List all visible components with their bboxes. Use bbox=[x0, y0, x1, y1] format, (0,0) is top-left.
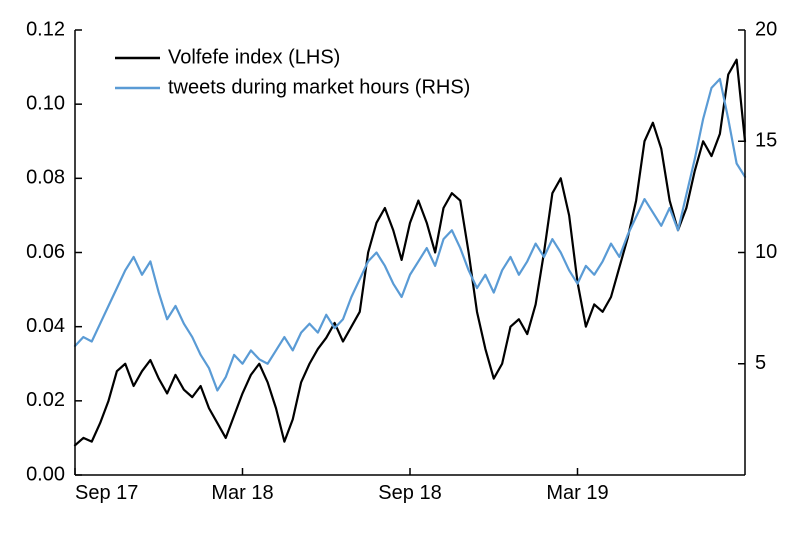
tick-label-bottom: Mar 19 bbox=[546, 482, 608, 504]
tick-label-left: 0.08 bbox=[26, 167, 65, 189]
tick-label-left: 0.12 bbox=[26, 18, 65, 40]
tick-label-right: 5 bbox=[755, 352, 766, 374]
tick-label-bottom: Mar 18 bbox=[211, 482, 273, 504]
legend-label: Volfefe index (LHS) bbox=[168, 46, 340, 68]
tick-label-left: 0.00 bbox=[26, 463, 65, 485]
tick-label-right: 15 bbox=[755, 130, 777, 152]
chart-svg: 0.00 0.02 0.04 0.06 0.08 0.10 0.12 5 10 15 20 Sep 1… bbox=[0, 0, 800, 534]
tick-label-bottom: Sep 17 bbox=[75, 482, 138, 504]
tick-label-left: 0.02 bbox=[26, 389, 65, 411]
legend-label: tweets during market hours (RHS) bbox=[168, 76, 470, 98]
tick-label-right: 10 bbox=[755, 241, 777, 263]
tick-label-left: 0.10 bbox=[26, 92, 65, 114]
tick-label-left: 0.06 bbox=[26, 241, 65, 263]
tick-label-bottom: Sep 18 bbox=[378, 482, 441, 504]
tick-label-left: 0.04 bbox=[26, 315, 65, 337]
chart-container: 0.00 0.02 0.04 0.06 0.08 0.10 0.12 5 10 15 20 Sep 1… bbox=[0, 0, 800, 534]
tick-label-right: 20 bbox=[755, 18, 777, 40]
